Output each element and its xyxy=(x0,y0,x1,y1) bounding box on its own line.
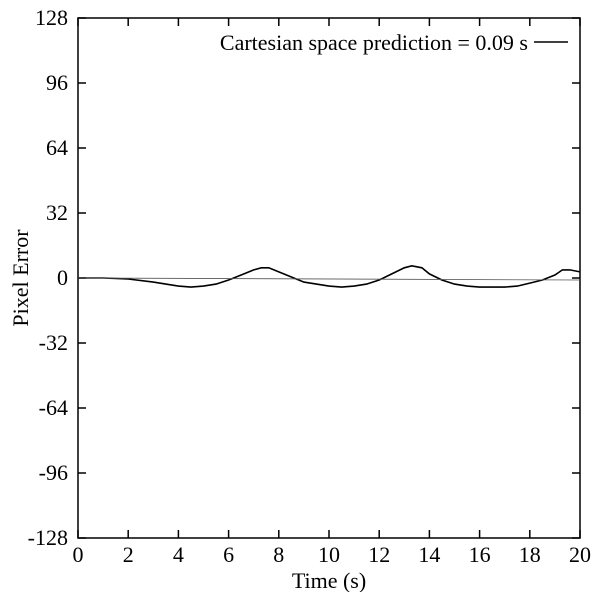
axis-tick-labels: 0 2 4 6 8 10 12 14 16 18 20 128 96 64 32 0 -32 -64 -96 -128 xyxy=(28,5,591,567)
data-lines xyxy=(77,264,581,288)
y-axis-label: Pixel Error xyxy=(8,229,33,327)
x-tick-label: 4 xyxy=(173,542,184,567)
x-tick-label: 18 xyxy=(519,542,541,567)
y-tick-label: 128 xyxy=(35,5,68,30)
y-tick-label: 0 xyxy=(57,265,68,290)
y-tick-label: 96 xyxy=(46,70,68,95)
y-tick-label: -64 xyxy=(39,395,68,420)
x-tick-label: 2 xyxy=(123,542,134,567)
x-tick-label: 20 xyxy=(569,542,591,567)
x-tick-label: 10 xyxy=(318,542,340,567)
x-tick-label: 6 xyxy=(223,542,234,567)
x-tick-label: 8 xyxy=(273,542,284,567)
axis-ticks xyxy=(77,17,581,539)
legend: Cartesian space prediction = 0.09 s xyxy=(220,30,568,55)
legend-label: Cartesian space prediction = 0.09 s xyxy=(220,30,528,55)
series-line-reference xyxy=(77,277,581,281)
x-axis-label: Time (s) xyxy=(292,568,366,592)
series-line-cartesian-prediction xyxy=(78,264,581,288)
y-tick-label: -32 xyxy=(39,330,68,355)
x-tick-label: 0 xyxy=(73,542,84,567)
y-tick-label: 64 xyxy=(46,135,68,160)
x-tick-label: 12 xyxy=(368,542,390,567)
x-tick-label: 14 xyxy=(418,542,440,567)
y-tick-label: -96 xyxy=(39,460,68,485)
x-tick-label: 16 xyxy=(469,542,491,567)
y-tick-label: 32 xyxy=(46,200,68,225)
y-tick-label: -128 xyxy=(28,525,68,550)
